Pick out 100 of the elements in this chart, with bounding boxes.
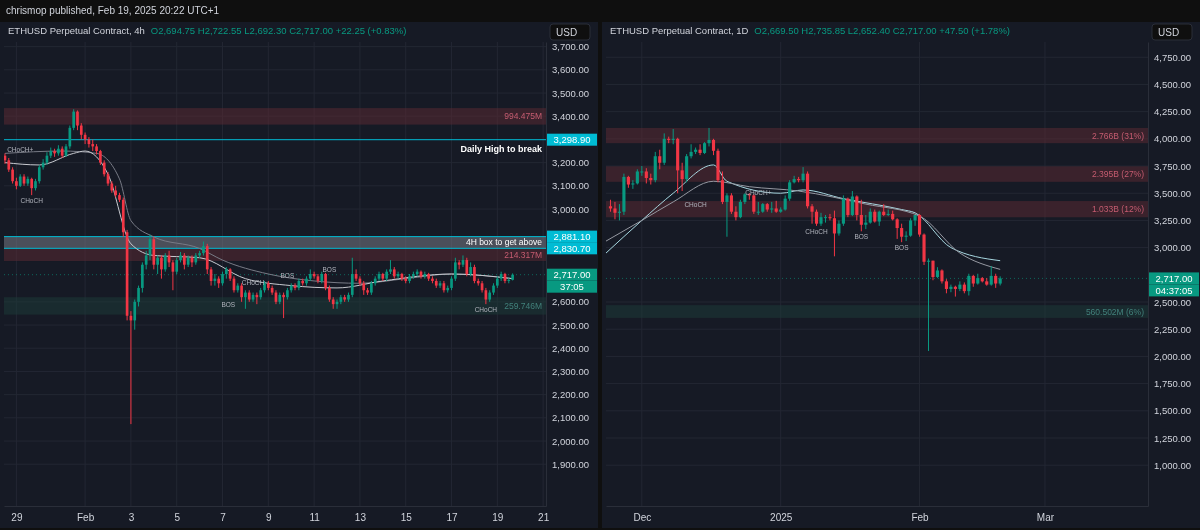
annotation: 2,881.10 <box>553 231 591 243</box>
candlestick <box>989 265 993 287</box>
annotation: 3,298.90 <box>553 134 591 146</box>
y-tick-label: 3,100.00 <box>552 180 589 192</box>
y-tick-label: 2,400.00 <box>552 342 589 354</box>
y-tick-label: 1,000.00 <box>1154 459 1191 471</box>
x-tick-label: Dec <box>633 512 652 524</box>
candlestick <box>926 258 931 352</box>
candlestick <box>72 108 75 131</box>
x-tick-label: 11 <box>309 512 321 524</box>
x-tick-label: 21 <box>538 512 550 524</box>
candlestick <box>473 264 476 284</box>
candlestick <box>725 192 729 238</box>
x-tick-label: 19 <box>492 512 504 524</box>
text: chrismop published, Feb 19, 2025 20:22 UTC+1 <box>6 5 220 16</box>
annotation: 2,830.70 <box>553 242 591 254</box>
y-tick-label: 2,600.00 <box>552 296 589 308</box>
y-tick-label: 3,000.00 <box>1154 242 1191 254</box>
chart-title: ETHUSD Perpetual Contract, 4h <box>8 25 145 36</box>
y-tick-label: 3,500.00 <box>1154 187 1191 199</box>
band-label: 4H box to get above <box>465 237 543 248</box>
candlestick <box>438 280 442 289</box>
candlestick <box>917 213 922 238</box>
y-tick-label: 3,750.00 <box>1154 160 1191 172</box>
y-tick-label: 3,700.00 <box>552 41 589 53</box>
candlestick <box>658 149 662 170</box>
candlestick <box>282 292 285 319</box>
candlestick <box>810 203 814 225</box>
candlestick <box>967 273 971 296</box>
candlestick <box>141 261 144 294</box>
band-label: 259.746M <box>504 300 542 311</box>
candlestick <box>613 201 617 220</box>
candlestick <box>662 132 666 166</box>
candlestick <box>846 197 850 218</box>
candlestick <box>680 162 684 192</box>
y-tick-label: 1,900.00 <box>552 458 589 470</box>
candlestick <box>904 230 908 242</box>
x-tick-label: 5 <box>174 512 181 524</box>
candlestick <box>788 179 792 202</box>
band-label: 2.766B (31%) <box>1092 130 1145 141</box>
candlestick <box>240 282 243 303</box>
x-tick-label: 29 <box>11 512 23 524</box>
x-tick-label: 9 <box>266 512 273 524</box>
candlestick <box>653 151 657 183</box>
y-tick-label: 2,500.00 <box>552 319 589 331</box>
chart-title: ETHUSD Perpetual Contract, 1D <box>610 25 749 36</box>
candlestick <box>156 254 159 275</box>
x-tick-label: 7 <box>220 512 227 524</box>
candlestick <box>855 194 859 221</box>
candlestick <box>76 109 79 131</box>
candlestick <box>909 217 913 238</box>
candlestick <box>707 127 711 147</box>
line-series <box>606 164 1001 262</box>
y-tick-label: 3,600.00 <box>552 64 589 76</box>
y-tick-label: 4,000.00 <box>1154 133 1191 145</box>
y-tick-label: 1,500.00 <box>1154 405 1191 417</box>
y-tick-label: 1,250.00 <box>1154 432 1191 444</box>
annotation: 2,717.00 <box>1155 272 1193 284</box>
candlestick <box>465 257 469 277</box>
annotation: 37:05 <box>560 281 584 293</box>
y-tick-label: 4,500.00 <box>1154 78 1191 90</box>
y-tick-label: 2,200.00 <box>552 389 589 401</box>
band-label: 214.317M <box>504 249 542 260</box>
candlestick <box>163 252 167 273</box>
y-tick-label: 2,000.00 <box>1154 350 1191 362</box>
y-tick-label: 3,500.00 <box>552 87 589 99</box>
line-series <box>606 180 1001 270</box>
y-tick-label: 2,300.00 <box>552 365 589 377</box>
candlestick <box>859 199 863 232</box>
candlestick <box>244 289 247 310</box>
candlestick <box>671 128 675 145</box>
candlestick <box>720 170 725 205</box>
annotation: 04:37:05 <box>1155 284 1193 296</box>
candlestick <box>828 213 832 221</box>
candlestick <box>685 153 689 183</box>
candlestick <box>133 299 137 331</box>
y-tick-label: 2,500.00 <box>1154 296 1191 308</box>
candlestick <box>819 212 823 227</box>
y-tick-label: 3,250.00 <box>1154 214 1191 226</box>
y-tick-label: 1,750.00 <box>1154 378 1191 390</box>
candlestick <box>832 210 837 257</box>
chart-subtitle: O2,694.75 H2,722.55 L2,692.30 C2,717.00 +22.25 (+0.83%) <box>150 25 407 36</box>
y-tick-label: 2,000.00 <box>552 435 589 447</box>
band-label: 2.395B (27%) <box>1092 169 1145 180</box>
annotation: 2,717.00 <box>553 269 591 281</box>
candlestick <box>160 254 163 280</box>
y-tick-label: 3,200.00 <box>552 157 589 169</box>
x-tick-label: 17 <box>446 512 459 524</box>
candlestick <box>631 179 635 190</box>
y-tick-label: 2,100.00 <box>552 412 589 424</box>
y-tick-label: 2,250.00 <box>1154 323 1191 335</box>
band-label: 1.033B (12%) <box>1092 204 1145 215</box>
y-tick-label: 3,000.00 <box>552 203 589 215</box>
x-tick-label: 13 <box>354 512 367 524</box>
ref-line-label: Daily High to break <box>460 143 543 154</box>
candlestick <box>698 143 702 156</box>
candlestick <box>895 217 899 240</box>
y-tick-label: 4,750.00 <box>1154 51 1191 63</box>
candlestick <box>756 201 760 216</box>
candlestick <box>801 166 805 183</box>
